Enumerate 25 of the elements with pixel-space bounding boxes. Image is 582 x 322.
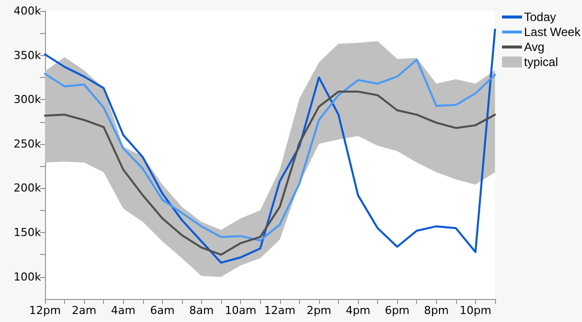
y-tick-label: 250k bbox=[14, 137, 42, 150]
legend-label: Last Week bbox=[524, 25, 582, 39]
x-tick-label: 8am bbox=[189, 304, 214, 317]
x-tick-label: 2pm bbox=[306, 304, 332, 317]
y-tick-label: 350k bbox=[14, 48, 42, 62]
line-series bbox=[44, 58, 496, 242]
y-tick-label: 200k bbox=[14, 182, 42, 195]
legend-label: typical bbox=[524, 55, 558, 69]
line-series bbox=[44, 90, 496, 256]
x-tick-label: 12am bbox=[264, 304, 296, 317]
legend-label: Avg bbox=[524, 40, 544, 54]
x-tick-label: 10pm bbox=[460, 304, 492, 317]
y-tick-label: 400k bbox=[14, 4, 42, 18]
x-tick-label: 4pm bbox=[346, 304, 370, 317]
x-tick-label: 8pm bbox=[424, 304, 449, 317]
x-tick-label: 6pm bbox=[384, 304, 410, 317]
y-tick-label: 100k bbox=[14, 270, 42, 284]
x-tick-label: 4am bbox=[111, 304, 136, 317]
x-tick-label: 2am bbox=[72, 304, 96, 317]
y-tick-label: 150k bbox=[14, 226, 42, 240]
x-tick-label: 12pm bbox=[29, 304, 61, 317]
y-tick-label: 300k bbox=[14, 93, 42, 106]
x-tick-label: 10am bbox=[224, 304, 256, 317]
legend-label: Today bbox=[524, 10, 556, 24]
x-tick-label: 6am bbox=[150, 304, 175, 317]
